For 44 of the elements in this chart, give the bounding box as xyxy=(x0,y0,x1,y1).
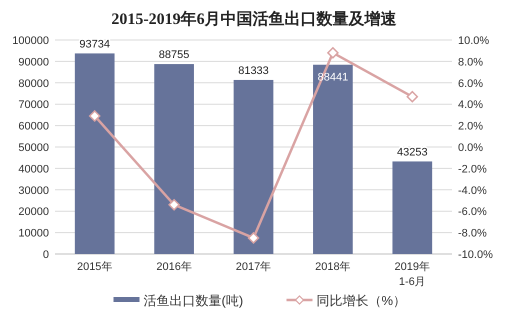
data-label: 93734 xyxy=(79,38,110,50)
y2-tick-label: 4.0% xyxy=(458,99,484,112)
y2-tick-label: 8.0% xyxy=(458,56,484,68)
data-label: 43253 xyxy=(397,146,428,158)
y-tick-label: 20000 xyxy=(18,206,49,218)
y2-tick-label: -4.0% xyxy=(458,184,487,197)
y2-tick-label: 10.0% xyxy=(458,35,490,47)
y-tick-label: 60000 xyxy=(18,120,49,133)
x-tick-label: 2015年 xyxy=(76,261,112,273)
bar xyxy=(74,53,115,254)
bar xyxy=(234,80,274,254)
y2-tick-label: 6.0% xyxy=(458,78,484,90)
point xyxy=(88,110,100,122)
point xyxy=(406,90,418,102)
y-tick-label: 80000 xyxy=(18,78,49,90)
y-tick-label: 70000 xyxy=(18,99,49,112)
x-tick-label: 2019年 1-6月 xyxy=(394,261,430,288)
data-label: 81333 xyxy=(238,64,269,77)
y-tick-label: 90000 xyxy=(18,56,49,68)
y-tick-label: 50000 xyxy=(18,142,49,154)
y-tick-label: 10000 xyxy=(18,228,49,240)
y-tick-label: 40000 xyxy=(18,163,49,176)
legend-label: 活鱼出口数量(吨) xyxy=(144,293,244,308)
x-tick-label: 2017年 xyxy=(236,261,272,273)
legend-label: 同比增长（%） xyxy=(316,293,406,308)
y2-tick-label: 2.0% xyxy=(458,120,484,133)
y2-tick-label: 0.0% xyxy=(458,142,484,154)
x-tick-label: 2016年 xyxy=(156,261,192,273)
bar xyxy=(154,64,194,254)
y2-tick-label: -2.0% xyxy=(458,163,487,176)
point xyxy=(327,47,339,59)
y2-tick-label: -6.0% xyxy=(458,206,487,218)
y-tick-label: 0 xyxy=(42,249,49,261)
point xyxy=(168,199,180,211)
data-label: 88755 xyxy=(158,49,190,62)
point xyxy=(248,232,260,244)
x-tick-label: 2018年 xyxy=(315,261,351,273)
chart-title: 2015-2019年6月中国活鱼出口数量及增速 xyxy=(111,10,398,28)
y-tick-label: 30000 xyxy=(18,184,49,197)
bar xyxy=(313,64,353,254)
y2-tick-label: -10.0% xyxy=(458,249,494,261)
y2-tick-label: -8.0% xyxy=(458,228,487,240)
y-tick-label: 100000 xyxy=(12,35,49,47)
bar xyxy=(392,161,432,254)
